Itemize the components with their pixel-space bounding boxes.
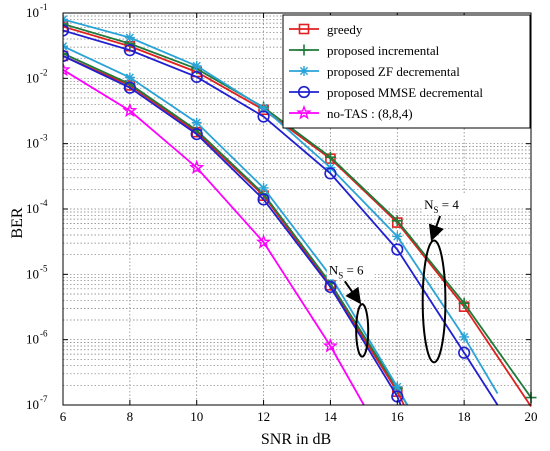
marker-plus [63, 47, 69, 59]
x-axis-label: SNR in dB [261, 431, 331, 448]
marker-asterisk [191, 117, 202, 128]
legend-label: proposed MMSE decremental [327, 85, 483, 100]
series-4 [63, 24, 499, 406]
series-line [63, 55, 402, 406]
marker-circle [257, 110, 270, 123]
y-tick-exponent: -4 [40, 198, 48, 208]
y-tick-label: 10 [26, 266, 39, 281]
legend-label: no-TAS : (8,8,4) [327, 106, 413, 121]
marker-star [122, 102, 138, 118]
marker-circle [123, 81, 136, 94]
legend-item-4: proposed MMSE decremental [289, 85, 483, 100]
marker-asterisk [392, 381, 403, 392]
y-tick-label: 10 [26, 397, 39, 412]
series-8 [63, 49, 404, 406]
series-line [63, 18, 499, 394]
legend-box: greedy proposed incremental proposed ZF de… [282, 14, 531, 129]
marker-circle [391, 243, 404, 256]
y-tick-label: 10 [26, 136, 39, 151]
legend-label: greedy [327, 22, 363, 37]
x-tick-label: 18 [458, 409, 471, 424]
marker-asterisk [124, 72, 135, 83]
y-tick-label: 10 [26, 70, 39, 85]
marker-asterisk [392, 231, 403, 242]
marker-circle [190, 70, 203, 84]
marker-asterisk [459, 331, 470, 342]
marker-circle [257, 193, 270, 206]
y-axis-label: BER [9, 207, 26, 238]
legend-item-1: greedy [289, 22, 363, 37]
y-tick-label: 10 [26, 201, 39, 216]
marker-star [189, 159, 205, 175]
marker-plus [298, 44, 310, 56]
y-tick-exponent: -1 [40, 2, 48, 12]
marker-circle [123, 44, 136, 57]
marker-circle [458, 346, 471, 359]
annotation-label: NS = 6 [329, 262, 364, 280]
marker-circle [324, 280, 337, 294]
marker-asterisk [191, 60, 202, 71]
annotation-label-bg [422, 194, 471, 214]
y-tick-exponent: -3 [40, 133, 48, 143]
marker-circle [297, 85, 311, 99]
marker-asterisk [258, 103, 269, 114]
marker-plus [324, 151, 336, 163]
annotation-ns-4: NS = 4 [421, 194, 471, 364]
y-tick-exponent: -5 [40, 263, 48, 273]
legend: greedy proposed incremental proposed ZF de… [282, 14, 531, 129]
series-7 [63, 41, 409, 406]
series-line [63, 23, 532, 399]
x-tick-label: 10 [190, 409, 203, 424]
y-tick-exponent: -2 [40, 67, 48, 77]
legend-item-3: proposed ZF decremental [289, 64, 460, 79]
annotation-ns-6: NS = 6 [326, 259, 375, 358]
y-tick-exponent: -7 [40, 394, 48, 404]
marker-circle [324, 167, 337, 180]
marker-asterisk [299, 66, 309, 76]
x-tick-label: 8 [127, 409, 134, 424]
legend-frame [282, 14, 531, 129]
series-line [63, 25, 532, 407]
marker-square [298, 23, 310, 35]
annotation-label: NS = 4 [424, 197, 459, 215]
annotation-label-bg [326, 259, 375, 280]
marker-circle [190, 128, 203, 141]
legend-item-5: no-TAS : (8,8,4) [289, 105, 413, 121]
legend-label: proposed ZF decremental [327, 64, 460, 79]
annotation-arrow [428, 215, 444, 242]
annotation-ellipse [355, 303, 370, 358]
marker-star [255, 234, 272, 249]
series-line [63, 69, 365, 406]
series-3 [63, 14, 499, 394]
legend-label: proposed incremental [327, 43, 440, 58]
x-tick-label: 6 [60, 409, 67, 424]
marker-plus [391, 215, 403, 227]
series-line [63, 29, 499, 406]
marker-star [63, 61, 71, 77]
x-tick-label: 20 [525, 409, 538, 424]
legend-item-2: proposed incremental [289, 43, 440, 58]
axes: 6 8 10 12 14 16 18 2010-110-210-310-410-510-610… [26, 2, 538, 424]
marker-asterisk [124, 32, 135, 43]
y-tick-label: 10 [26, 332, 39, 347]
y-tick-exponent: -6 [40, 329, 48, 339]
marker-asterisk [258, 182, 269, 193]
annotations: NS = 4 NS = 6 [326, 194, 471, 364]
marker-star [296, 105, 312, 120]
x-tick-label: 16 [391, 409, 405, 424]
x-tick-label: 12 [257, 409, 270, 424]
series-group [63, 14, 537, 407]
marker-plus [458, 297, 470, 309]
series-9 [63, 61, 365, 406]
y-tick-label: 10 [26, 5, 39, 20]
annotation-arrow [343, 280, 362, 305]
x-tick-label: 14 [324, 409, 338, 424]
marker-plus [63, 18, 69, 30]
marker-star [322, 338, 339, 353]
